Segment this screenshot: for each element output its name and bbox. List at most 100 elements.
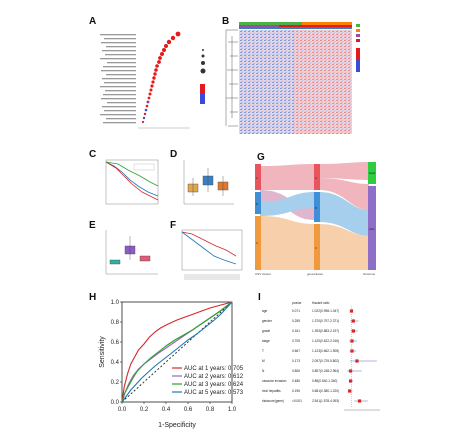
panel-b-dendrogram	[225, 29, 238, 127]
forest-row-point	[357, 399, 362, 403]
y-tick-label: 0.4	[111, 360, 120, 366]
panel-a-dotplot	[100, 31, 206, 129]
legend-label-2: AUC at 2 years: 0.612	[184, 374, 244, 380]
panel-c-plot	[105, 159, 159, 205]
x-tick-label: 0.2	[140, 407, 149, 413]
y-tick-label: 0.0	[111, 400, 120, 406]
forest-row-point	[348, 369, 353, 373]
panel-g-axis-label-outcome: Outcome	[363, 272, 376, 276]
panel-label-g: G	[257, 152, 265, 163]
roc-series-line-4	[121, 301, 233, 403]
panel-i-header-pvalue: pvalue	[292, 301, 302, 305]
forest-row-hr: 0.85(0.540-1.340)	[312, 379, 337, 383]
panel-i-rows: age 0.071 1.022(0.998-1.047) gender 0.255 1.3…	[262, 309, 377, 403]
panel-g-node-left-b-label: B	[256, 202, 258, 206]
panel-a-term-labels	[100, 34, 136, 124]
panel-e-boxplot	[105, 230, 158, 275]
panel-a-legend	[200, 49, 206, 104]
panel-label-b: B	[222, 16, 230, 27]
y-tick-label: 0.8	[111, 320, 120, 326]
forest-row-pvalue: 0.173	[292, 359, 300, 363]
forest-row-name: stage	[262, 339, 270, 343]
y-tick-label: 0.2	[111, 380, 120, 386]
panel-label-c: C	[89, 149, 97, 160]
forest-row-hr: 2.541(1.578-4.093)	[312, 399, 339, 403]
panel-g-node-left-c-label: C	[256, 241, 258, 245]
panel-a-dots	[141, 31, 181, 124]
forest-row-name: gender	[262, 319, 273, 323]
panel-i-forest: pvalue Hazard ratio age 0.071 1.022(0.998-…	[262, 301, 380, 411]
forest-row-hr: 1.393(0.883-2.197)	[312, 329, 339, 333]
forest-row-name: riskscore(gene)	[262, 399, 284, 403]
roc-series-line-1	[121, 301, 233, 403]
forest-row-name: vascular invasion	[262, 379, 287, 383]
panel-b-heatmap-right-block	[294, 30, 352, 134]
forest-row-hr: 1.370(0.797-2.371)	[312, 319, 339, 323]
x-tick-label: 0.0	[118, 407, 127, 413]
panel-label-a: A	[89, 16, 97, 27]
panel-h-ylabel: Sensitivity	[99, 336, 106, 368]
legend-label-3: AUC at 3 years: 0.624	[184, 382, 244, 388]
forest-row-name: viral hepatitis	[262, 389, 281, 393]
panel-g-node-mid-c	[314, 224, 320, 270]
panel-g-node-left-c	[255, 216, 261, 270]
x-tick-label: 1.0	[228, 407, 237, 413]
panel-g-node-left-a-label: A	[256, 176, 258, 180]
forest-row-point	[351, 319, 355, 323]
x-tick-label: 0.8	[206, 407, 215, 413]
panel-h-diagonal	[121, 301, 233, 403]
panel-h-x-ticks: 0.0 0.2 0.4 0.6 0.8 1.0	[118, 402, 237, 413]
forest-row-point	[348, 379, 353, 383]
panel-g-flows	[260, 162, 369, 270]
panel-g-nodes	[255, 162, 376, 270]
forest-row-hr: 1.022(0.998-1.047)	[312, 309, 339, 313]
panel-b-legend	[356, 24, 360, 72]
panel-h-roc: 0.0 0.2 0.4 0.6 0.8 1.0 0.0 0.2 0.4 0.6 0.8 1.0 1-…	[99, 300, 244, 429]
forest-row-name: age	[262, 309, 268, 313]
panel-g-node-mid-a	[314, 164, 320, 190]
forest-row-hr: 1.120(0.622-2.016)	[312, 339, 339, 343]
panel-label-d: D	[170, 149, 178, 160]
legend-label-4: AUC at 5 years: 0.573	[184, 390, 244, 396]
panel-label-i: I	[258, 292, 261, 303]
forest-row-pvalue: 0.255	[292, 319, 300, 323]
panel-g-node-right-alive	[368, 186, 376, 270]
x-tick-label: 0.6	[184, 407, 193, 413]
forest-row-pvalue: 0.705	[292, 339, 300, 343]
roc-series-line-3	[121, 301, 233, 403]
panel-g-node-right-alive-label: Alive	[369, 227, 375, 231]
forest-row-pvalue: 0.486	[292, 379, 300, 383]
panel-g-node-mid-c-label: C	[315, 246, 317, 250]
panel-g-node-right-dead-label: Dead	[369, 171, 376, 175]
forest-row-name: N	[262, 369, 265, 373]
forest-row-hr: 0.857(0.248-2.964)	[312, 369, 339, 373]
panel-g-node-left-a	[255, 164, 261, 190]
forest-row-point	[350, 339, 354, 343]
panel-g-node-labels: A B C A B C Dead Alive	[256, 171, 376, 250]
forest-row-pvalue: 0.806	[292, 369, 300, 373]
panel-label-f: F	[170, 220, 177, 231]
forest-row-point	[350, 349, 354, 353]
x-tick-label: 0.4	[162, 407, 171, 413]
panel-g-axis-label-cnv: CNV cluster	[255, 272, 271, 276]
forest-row-name: T	[262, 349, 264, 353]
panel-h-series-group	[121, 301, 233, 403]
forest-row-pvalue: 0.071	[292, 309, 300, 313]
panel-g-node-mid-b-label: B	[315, 206, 317, 210]
forest-row-pvalue: 0.161	[292, 329, 300, 333]
panel-b-heatmap	[225, 22, 360, 134]
panel-g-node-mid-a-label: A	[315, 176, 317, 180]
panel-b-heatmap-left-block	[239, 30, 294, 134]
panel-h-plot-frame	[121, 301, 233, 403]
panel-g-node-left-b	[255, 192, 261, 214]
panel-b-annotation-bars	[239, 22, 352, 29]
panel-label-e: E	[89, 220, 96, 231]
forest-row-point	[355, 359, 359, 363]
legend-label-1: AUC at 1 years: 0.705	[184, 366, 244, 372]
panel-h-y-ticks: 0.0 0.2 0.4 0.6 0.8 1.0	[111, 300, 122, 406]
y-tick-label: 0.6	[111, 340, 120, 346]
forest-row-point	[351, 329, 356, 333]
panel-g-axis-labels: CNV cluster geneCluster Outcome	[255, 272, 376, 276]
forest-row-hr: 1.123(0.662-1.905)	[312, 349, 339, 353]
panel-i-header-hr: Hazard ratio	[312, 301, 330, 305]
